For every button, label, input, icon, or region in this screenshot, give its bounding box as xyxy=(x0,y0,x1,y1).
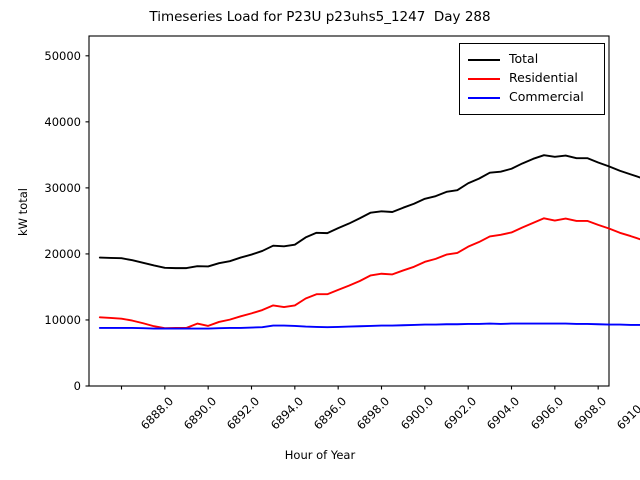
legend-color-swatch xyxy=(468,96,500,99)
legend-color-swatch xyxy=(468,77,500,80)
y-tick-label: 30000 xyxy=(44,180,81,195)
y-tick-label: 0 xyxy=(73,379,81,393)
legend-item-total: Total xyxy=(468,50,596,69)
y-axis-label: kW total xyxy=(16,188,30,236)
legend-label: Residential xyxy=(509,70,578,86)
y-tick-label: 40000 xyxy=(44,114,81,129)
y-tick-label: 20000 xyxy=(44,246,81,261)
x-axis-label: Hour of Year xyxy=(284,448,356,462)
series-line-residential xyxy=(98,217,640,330)
legend-item-commercial: Commercial xyxy=(468,88,596,107)
axes-frame xyxy=(88,35,610,387)
chart-legend: Total Residential Commercial xyxy=(459,43,605,115)
chart-title: Timeseries Load for P23U p23uhs5_1247 Da… xyxy=(149,9,491,25)
legend-item-residential: Residential xyxy=(468,69,596,88)
series-line-total xyxy=(98,154,640,270)
tick-marks xyxy=(85,55,599,390)
y-tick-label: 10000 xyxy=(44,312,81,327)
legend-label: Commercial xyxy=(509,89,584,105)
series-line-commercial xyxy=(98,322,640,330)
plot-border xyxy=(88,35,610,387)
data-lines xyxy=(98,154,640,330)
legend-label: Total xyxy=(509,51,539,67)
y-tick-label: 50000 xyxy=(44,48,81,63)
legend-color-swatch xyxy=(468,58,500,61)
